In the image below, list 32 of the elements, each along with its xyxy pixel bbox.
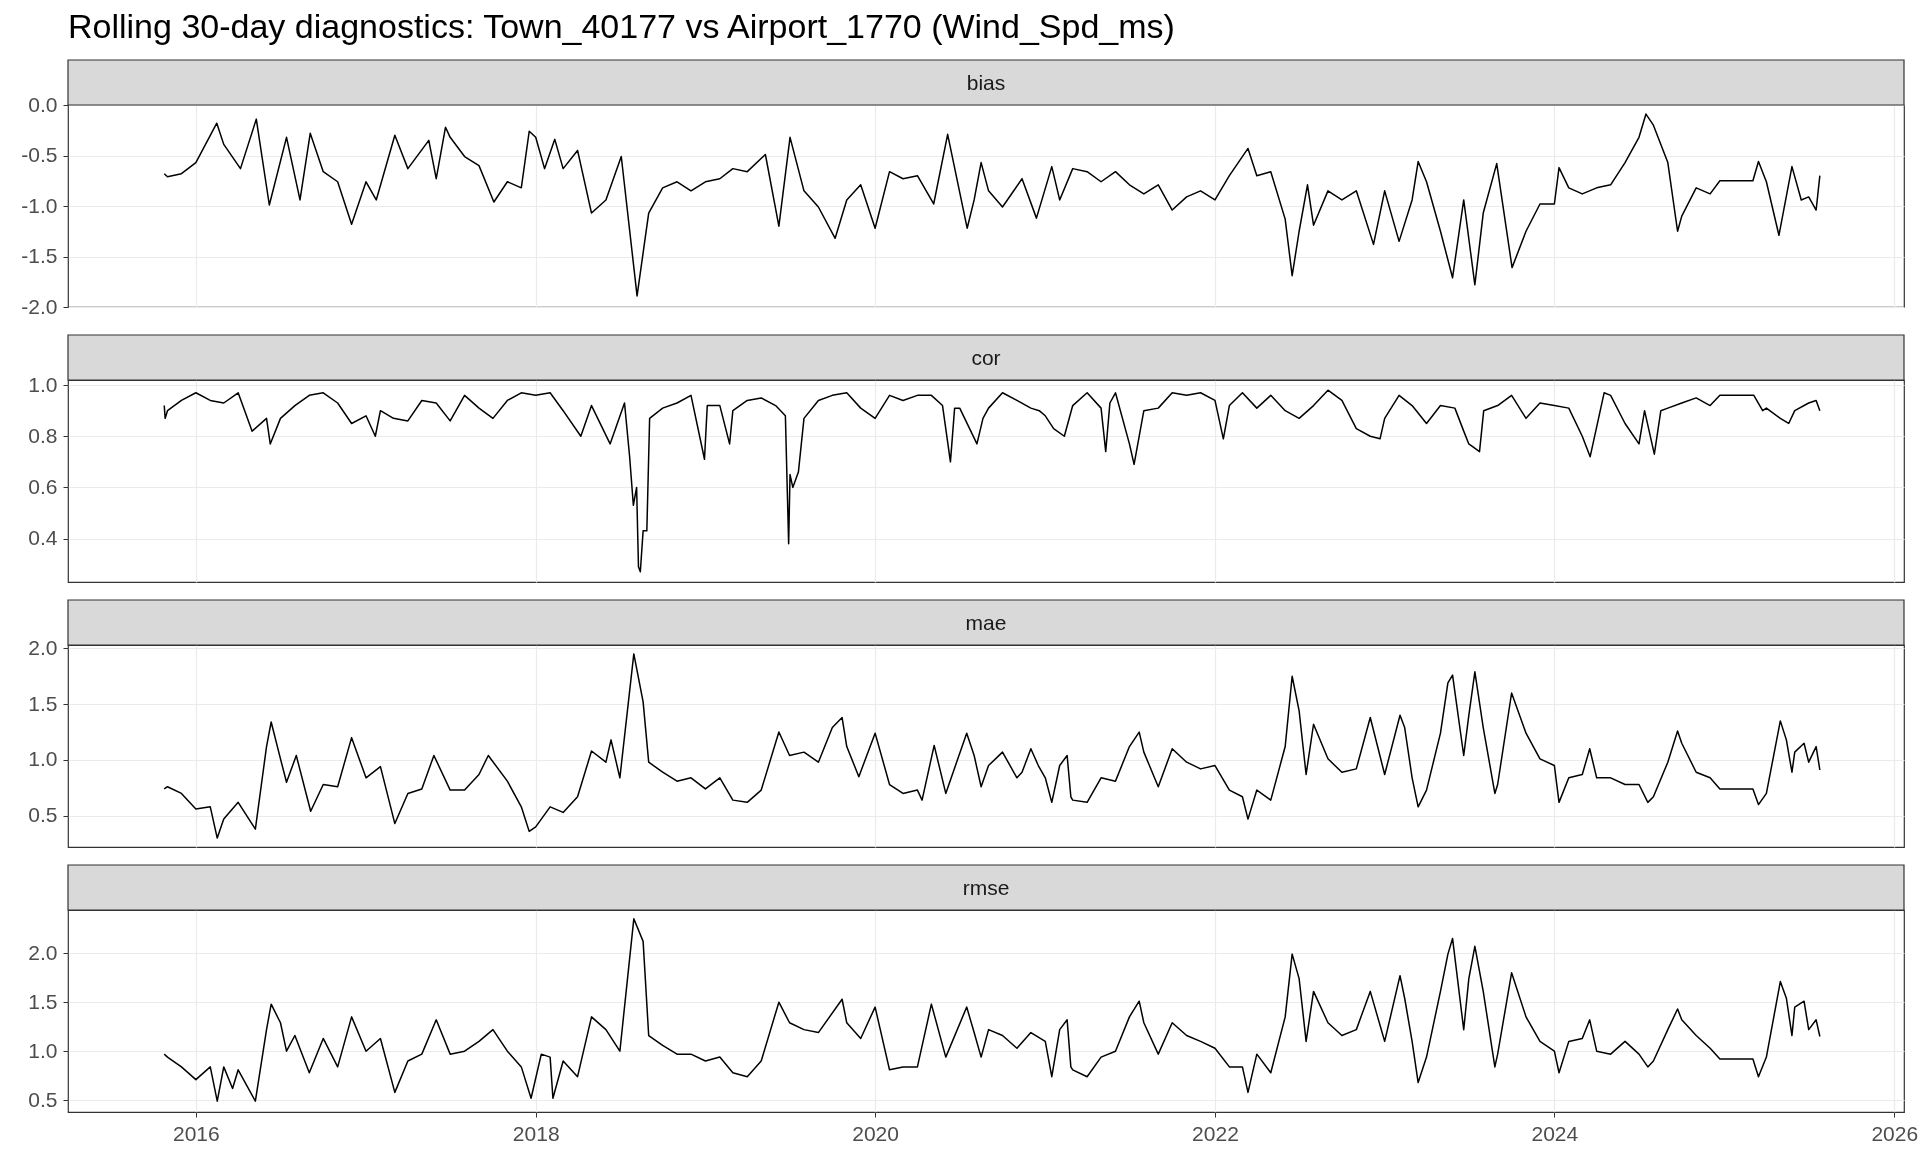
y-tick-label: -1.5 — [21, 244, 58, 267]
y-tick-label: -0.5 — [21, 143, 58, 166]
y-tick-label: 1.0 — [28, 372, 58, 396]
y-tick-label: 0.5 — [28, 1087, 58, 1111]
line-series — [163, 113, 1821, 297]
x-tick-label: 2016 — [173, 1121, 220, 1145]
x-tick-label: 2024 — [1531, 1121, 1579, 1145]
x-tick-label: 2018 — [512, 1121, 560, 1145]
y-tick-label: 1.0 — [28, 1038, 58, 1062]
y-tick-label: 2.0 — [28, 635, 58, 659]
y-tick-label: 1.5 — [28, 691, 58, 715]
y-tick-label: 2.0 — [28, 940, 58, 964]
chart-subtitle: rmse — [962, 875, 1010, 899]
line-series — [163, 389, 1821, 573]
line-series — [163, 653, 1821, 839]
y-tick-label: -1.0 — [21, 193, 58, 217]
x-tick-label: 2026 — [1871, 1121, 1919, 1145]
x-tick-label: 2020 — [852, 1121, 899, 1145]
y-tick-label: 1.0 — [28, 747, 58, 771]
y-tick-label: 1.5 — [28, 989, 58, 1013]
y-tick-label: 0.0 — [28, 92, 58, 116]
y-tick-label: -2.0 — [21, 294, 58, 318]
y-tick-label: 0.4 — [28, 526, 58, 550]
chart-subtitle: bias — [966, 70, 1006, 94]
y-tick-label: 0.6 — [28, 474, 58, 498]
line-series — [163, 918, 1821, 1102]
chart-subtitle: mae — [965, 610, 1007, 634]
chart-subtitle: cor — [971, 345, 1001, 369]
y-tick-label: 0.5 — [28, 803, 58, 827]
y-tick-label: 0.8 — [28, 423, 58, 447]
chart-title: Rolling 30-day diagnostics: Town_40177 vs Airport_1770 (Wind_Spd_ms) — [68, 7, 1175, 46]
x-tick-label: 2022 — [1192, 1121, 1239, 1145]
